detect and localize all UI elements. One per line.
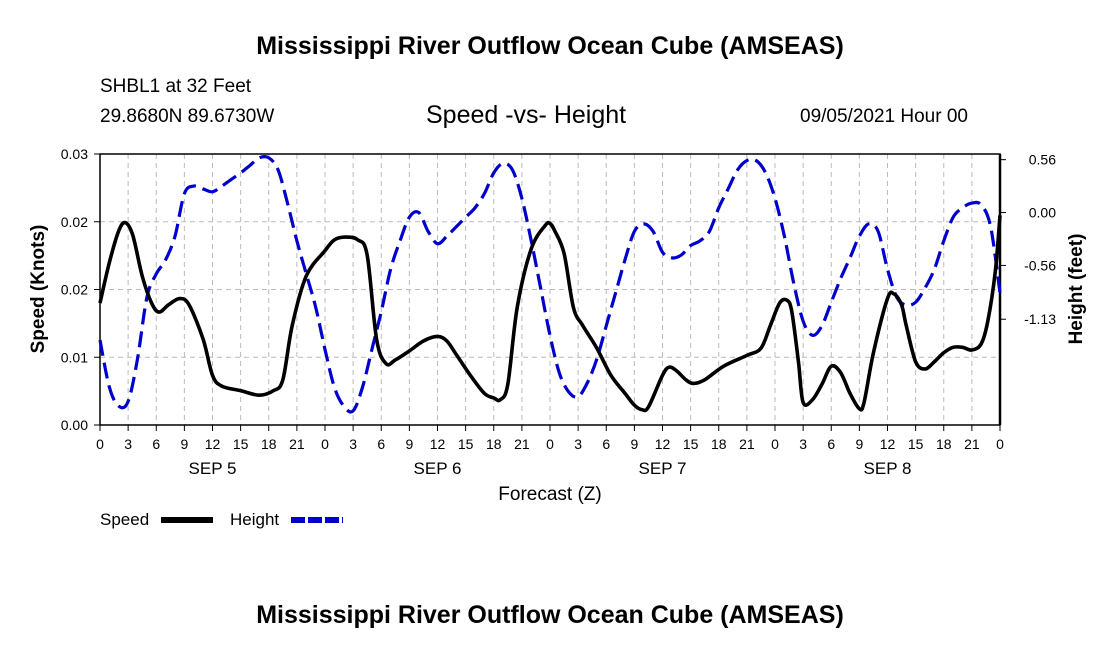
y-left-tick-label: 0.00 [61,417,88,433]
series-lines [98,154,1002,414]
speed-series-line [98,215,1002,413]
legend-speed-label: Speed [100,510,149,529]
x-tick-label: 18 [261,436,277,452]
x-tick-label: 6 [827,436,835,452]
x-tick-label: 18 [486,436,502,452]
x-tick-label: 12 [430,436,446,452]
x-tick-label: 6 [377,436,385,452]
y-axis-label-right: Height (feet) [1066,234,1087,345]
y-left-tick-label: 0.02 [61,214,88,230]
x-day-label: SEP 5 [189,459,237,478]
x-tick-label: 0 [96,436,104,452]
y-right-tick-label: -1.13 [1024,311,1056,327]
x-tick-label: 9 [630,436,638,452]
x-tick-label: 9 [180,436,188,452]
x-tick-label: 15 [458,436,474,452]
x-tick-label: 21 [514,436,530,452]
station-name: SHBL1 at 32 Feet [100,76,252,97]
x-tick-label: 9 [855,436,863,452]
x-tick-label: 15 [908,436,924,452]
x-tick-label: 0 [321,436,329,452]
y-left-tick-label: 0.01 [61,349,88,365]
grid-lines [99,153,1001,426]
height-series-line [98,154,1002,414]
x-tick-label: 3 [574,436,582,452]
x-tick-label: 0 [546,436,554,452]
x-day-label: SEP 8 [864,459,912,478]
x-day-label: SEP 7 [639,459,687,478]
y-right-tick-label: 0.56 [1029,152,1056,168]
x-tick-label: 6 [602,436,610,452]
x-day-label: SEP 6 [414,459,462,478]
legend-height-label: Height [230,510,279,529]
axis-ticks: 0 3 6 9 12 15 18 21 0 3 6 9 12 15 18 21 0 3 6 9 12 15 18 21 0 3 6 9… [61,146,1056,478]
x-tick-label: 15 [233,436,249,452]
x-tick-label: 21 [739,436,755,452]
x-tick-label: 21 [964,436,980,452]
station-coordinates: 29.8680N 89.6730W [100,106,275,127]
chart-title: Mississippi River Outflow Ocean Cube (AM… [256,32,844,60]
x-tick-label: 18 [711,436,727,452]
forecast-datetime: 09/05/2021 Hour 00 [800,106,968,127]
x-tick-label: 3 [799,436,807,452]
x-tick-label: 3 [124,436,132,452]
x-tick-label: 12 [655,436,671,452]
y-left-tick-label: 0.03 [61,146,88,162]
y-axis-label-left: Speed (Knots) [28,225,49,354]
x-tick-label: 21 [289,436,305,452]
x-tick-label: 15 [683,436,699,452]
x-tick-label: 6 [152,436,160,452]
y-right-tick-label: -0.56 [1024,257,1056,273]
footer-title: Mississippi River Outflow Ocean Cube (AM… [256,601,844,629]
x-tick-label: 12 [205,436,221,452]
x-tick-label: 18 [936,436,952,452]
x-tick-label: 3 [349,436,357,452]
y-left-tick-label: 0.02 [61,282,88,298]
x-tick-label: 0 [771,436,779,452]
x-tick-label: 12 [880,436,896,452]
chart-subtitle: Speed -vs- Height [426,101,627,129]
x-axis-label: Forecast (Z) [498,484,601,505]
x-tick-label: 9 [405,436,413,452]
x-tick-label: 0 [996,436,1004,452]
y-right-tick-label: 0.00 [1029,205,1056,221]
